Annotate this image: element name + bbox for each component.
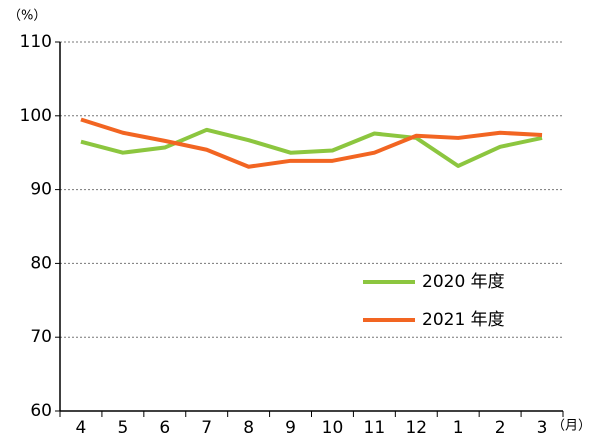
x-tick-label: 4	[76, 418, 87, 438]
y-unit: （%）	[8, 9, 46, 24]
x-tick-label: 1	[453, 418, 464, 438]
y-tick-label: 110	[20, 32, 52, 52]
y-tick-label: 60	[30, 401, 52, 421]
legend-label: 2020 年度	[422, 272, 505, 292]
x-unit: （月）	[552, 419, 591, 434]
data-line	[80, 127, 543, 168]
y-tick-label: 70	[30, 327, 52, 347]
legend-label: 2021 年度	[422, 310, 505, 330]
x-tick-label: 7	[201, 418, 212, 438]
x-tick-label: 8	[243, 418, 254, 438]
data-line	[80, 117, 543, 169]
y-tick-label: 90	[30, 180, 52, 200]
x-tick-label: 11	[364, 418, 386, 438]
y-tick-label: 100	[20, 106, 52, 126]
x-tick-label: 3	[537, 418, 548, 438]
x-tick-label: 2	[495, 418, 506, 438]
x-tick-label: 5	[117, 418, 128, 438]
x-tick-label: 6	[159, 418, 170, 438]
x-tick-label: 9	[285, 418, 296, 438]
y-tick-label: 80	[30, 253, 52, 273]
x-tick-label: 12	[405, 418, 427, 438]
x-tick-label: 10	[322, 418, 344, 438]
